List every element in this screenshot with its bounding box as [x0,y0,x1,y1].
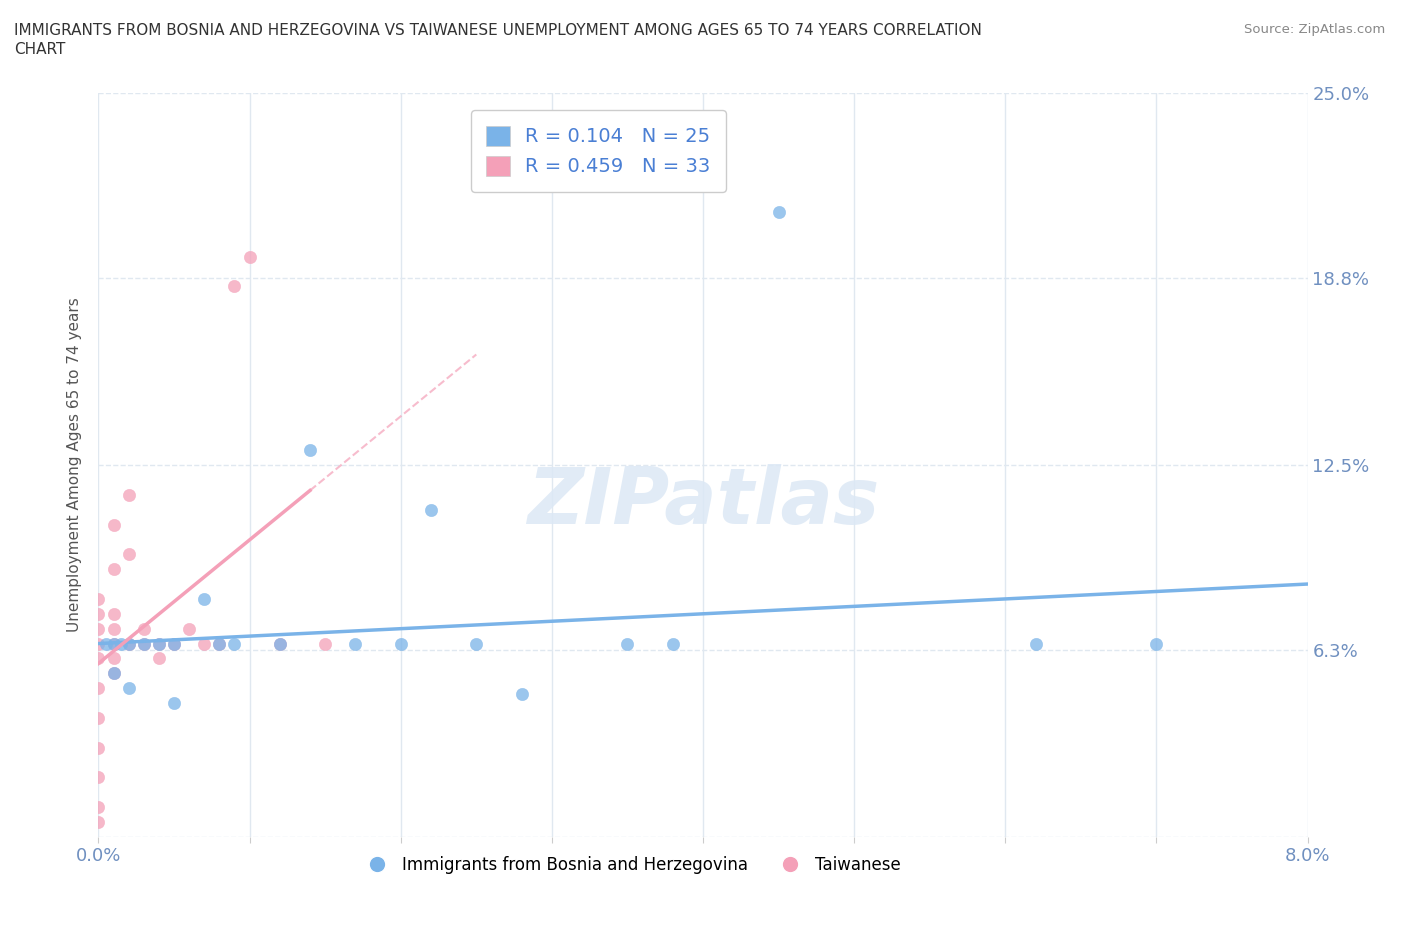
Point [510,686,533,701]
Point [193,636,215,651]
Point [132,636,155,651]
Point [110,636,132,651]
Point [87,681,110,696]
Point [148,636,170,651]
Text: ZIPatlas: ZIPatlas [527,464,879,540]
Point [314,636,336,651]
Point [193,591,215,606]
Point [208,636,231,651]
Point [103,517,125,532]
Point [103,636,125,651]
Point [1146,636,1168,651]
Point [179,621,201,636]
Point [87,770,110,785]
Point [103,621,125,636]
Point [87,711,110,725]
Point [103,666,125,681]
Y-axis label: Unemployment Among Ages 65 to 74 years: Unemployment Among Ages 65 to 74 years [67,298,83,632]
Point [163,636,186,651]
Point [118,681,141,696]
Point [103,666,125,681]
Point [87,800,110,815]
Point [87,651,110,666]
Point [1025,636,1047,651]
Point [269,636,291,651]
Text: IMMIGRANTS FROM BOSNIA AND HERZEGOVINA VS TAIWANESE UNEMPLOYMENT AMONG AGES 65 T: IMMIGRANTS FROM BOSNIA AND HERZEGOVINA V… [14,23,981,38]
Point [148,636,170,651]
Point [132,636,155,651]
Text: CHART: CHART [14,42,66,57]
Point [103,606,125,621]
Point [768,205,790,219]
Point [132,621,155,636]
Point [87,621,110,636]
Point [163,696,186,711]
Point [87,591,110,606]
Point [87,740,110,755]
Point [118,487,141,502]
Point [224,636,246,651]
Point [103,562,125,577]
Point [87,606,110,621]
Point [94,636,117,651]
Point [661,636,683,651]
Point [87,815,110,830]
Point [118,636,141,651]
Point [87,636,110,651]
Point [269,636,291,651]
Point [616,636,638,651]
Point [103,636,125,651]
Point [163,636,186,651]
Point [118,547,141,562]
Point [118,636,141,651]
Point [299,443,322,458]
Point [239,249,262,264]
Point [465,636,488,651]
Point [344,636,367,651]
Point [103,651,125,666]
Legend: Immigrants from Bosnia and Herzegovina, Taiwanese: Immigrants from Bosnia and Herzegovina, … [354,849,907,881]
Text: Source: ZipAtlas.com: Source: ZipAtlas.com [1244,23,1385,36]
Point [420,502,443,517]
Point [208,636,231,651]
Point [224,279,246,294]
Point [389,636,412,651]
Point [148,651,170,666]
